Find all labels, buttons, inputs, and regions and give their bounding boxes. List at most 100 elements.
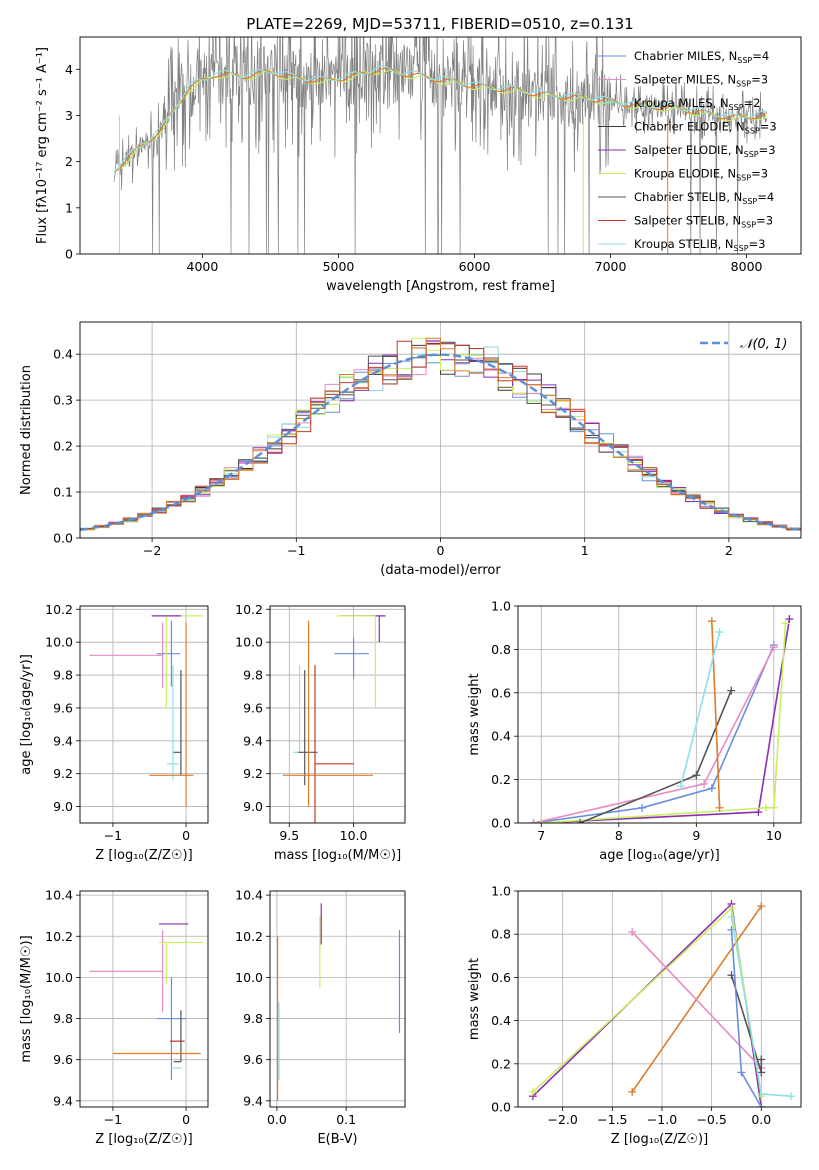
- x-tick-label: 6000: [459, 259, 491, 274]
- plus-marker: [787, 1092, 796, 1101]
- y-tick-label: 4: [65, 62, 73, 77]
- y-tick-label: 0.0: [491, 816, 511, 831]
- legend-entry: Kroupa ELODIE, NSSP=3: [634, 167, 768, 183]
- y-tick-label: 9.6: [243, 700, 263, 715]
- y-axis-label: age [log₁₀(age/yr)]: [19, 654, 34, 775]
- plus-marker: [715, 628, 724, 637]
- y-tick-label: 1: [65, 200, 73, 215]
- y-tick-label: 9.8: [53, 668, 73, 683]
- y-tick-label: 10.4: [45, 888, 73, 903]
- x-tick-label: 0: [182, 828, 190, 843]
- x-tick-label: 10: [766, 828, 782, 843]
- y-tick-label: 0.4: [491, 1013, 511, 1028]
- axes-frame: [79, 36, 802, 255]
- y-tick-label: 0.2: [53, 439, 73, 454]
- mass-weight-series-line: [631, 931, 762, 1069]
- residual-histogram-plot-area: [80, 337, 801, 532]
- y-tick-label: 0.8: [491, 642, 511, 657]
- errorbar-point: [334, 637, 369, 679]
- plus-marker: [762, 803, 771, 812]
- errorbar-point: [158, 941, 203, 984]
- errorbar-point: [282, 620, 373, 807]
- y-tick-label: 0.6: [491, 685, 511, 700]
- y-tick-label: 9.2: [243, 766, 263, 781]
- y-tick-label: 9.8: [53, 1011, 73, 1026]
- y-tick-label: 0.1: [53, 485, 73, 500]
- y-tick-label: 9.6: [53, 700, 73, 715]
- mass-vs-ebv-plot-area: [277, 903, 401, 1101]
- x-tick-label: 9.5: [279, 828, 299, 843]
- x-tick-label: −2: [143, 543, 161, 558]
- legend-entry: Salpeter STELIB, NSSP=3: [634, 214, 773, 230]
- mass-weight-vs-age-panel: 7 8 9 10 0.0 0.2 0.4 0.6 0.8 1.0 age [log₁₀(age/yr…: [467, 599, 802, 863]
- y-tick-label: 0.4: [53, 347, 73, 362]
- y-tick-label: 0.4: [491, 729, 511, 744]
- age-vs-Z-plot-area: [89, 615, 203, 807]
- legend-entry: 𝒩(0, 1): [740, 337, 787, 352]
- y-tick-label: 10.0: [45, 970, 73, 985]
- errorbar-point: [314, 665, 354, 823]
- plus-marker: [757, 1090, 766, 1099]
- y-tick-label: 10.2: [235, 929, 263, 944]
- plus-marker: [537, 819, 546, 823]
- x-axis-label: Z [log₁₀(Z/Z☉)]: [95, 1132, 192, 1147]
- plus-marker: [576, 819, 585, 823]
- y-tick-label: 10.0: [235, 970, 263, 985]
- errorbar-point: [167, 665, 179, 781]
- errorbar-point: [89, 622, 164, 689]
- observed-spectrum-line: [113, 37, 768, 254]
- errorbar-point: [89, 930, 164, 1013]
- mass-vs-Z-plot-area: [89, 923, 203, 1081]
- mass-weight-vs-Z-plot-area: [528, 899, 796, 1107]
- x-tick-label: 0: [182, 1112, 190, 1127]
- y-tick-label: 0.2: [491, 772, 511, 787]
- plus-marker: [529, 819, 538, 823]
- axes-frame: [269, 605, 406, 824]
- y-tick-label: 9.6: [243, 1052, 263, 1067]
- plus-marker: [707, 617, 716, 626]
- y-axis-label: Normed distribution: [19, 365, 34, 495]
- y-tick-label: 10.2: [45, 929, 73, 944]
- spectrum-plot-area: [113, 37, 768, 254]
- y-axis-label: mass weight: [467, 673, 482, 755]
- plus-marker: [715, 803, 724, 812]
- y-tick-label: 0.6: [491, 970, 511, 985]
- x-tick-label: −1.0: [647, 1112, 677, 1127]
- x-tick-label: 4000: [187, 259, 219, 274]
- mass-weight-series-line: [533, 646, 775, 823]
- plus-marker: [769, 803, 778, 812]
- plus-marker: [528, 1087, 537, 1096]
- y-tick-label: 9.4: [53, 733, 73, 748]
- mass-vs-ebv-panel: 0.0 0.1 9.4 9.6 9.8 10.0 10.2 10.4 E(B-V): [235, 888, 406, 1147]
- plus-marker: [781, 619, 790, 628]
- mass-weight-series-line: [680, 631, 721, 787]
- model-spectrum-line: [113, 67, 768, 173]
- errorbar-point: [156, 620, 181, 687]
- errorbar-point: [336, 615, 377, 708]
- figure-title: PLATE=2269, MJD=53711, FIBERID=0510, z=0…: [246, 15, 633, 33]
- plus-marker: [769, 643, 778, 652]
- legend-entry: Chabrier STELIB, NSSP=4: [634, 190, 774, 206]
- errorbar-point: [340, 615, 386, 643]
- errorbar-point: [293, 665, 301, 753]
- y-tick-label: 10.4: [235, 888, 263, 903]
- plus-marker: [754, 808, 763, 817]
- x-tick-label: 1: [581, 543, 589, 558]
- plus-marker: [700, 779, 709, 788]
- x-tick-label: 10.0: [340, 828, 368, 843]
- plus-marker: [727, 912, 736, 921]
- axes-frame: [269, 890, 406, 1108]
- plus-marker: [676, 782, 685, 791]
- y-tick-label: 9.0: [53, 799, 73, 814]
- x-tick-label: 5000: [323, 259, 355, 274]
- histogram-step-line: [80, 337, 801, 531]
- y-tick-label: 3: [65, 108, 73, 123]
- plus-marker: [628, 1087, 637, 1096]
- x-tick-label: −1: [104, 828, 122, 843]
- y-axis-label: Flux [fλ10⁻¹⁷ erg cm⁻² s⁻¹ A⁻¹]: [35, 47, 50, 244]
- errorbar-point: [156, 977, 187, 1081]
- legend-entry: Kroupa MILES, NSSP=2: [634, 96, 760, 112]
- mass-weight-vs-Z-panel: −2.0 −1.5 −1.0 −0.5 0.0 0.0 0.2 0.4 0.6 0.8 1.0 Z […: [467, 884, 802, 1147]
- legend-entry: Chabrier ELODIE, NSSP=3: [634, 120, 777, 136]
